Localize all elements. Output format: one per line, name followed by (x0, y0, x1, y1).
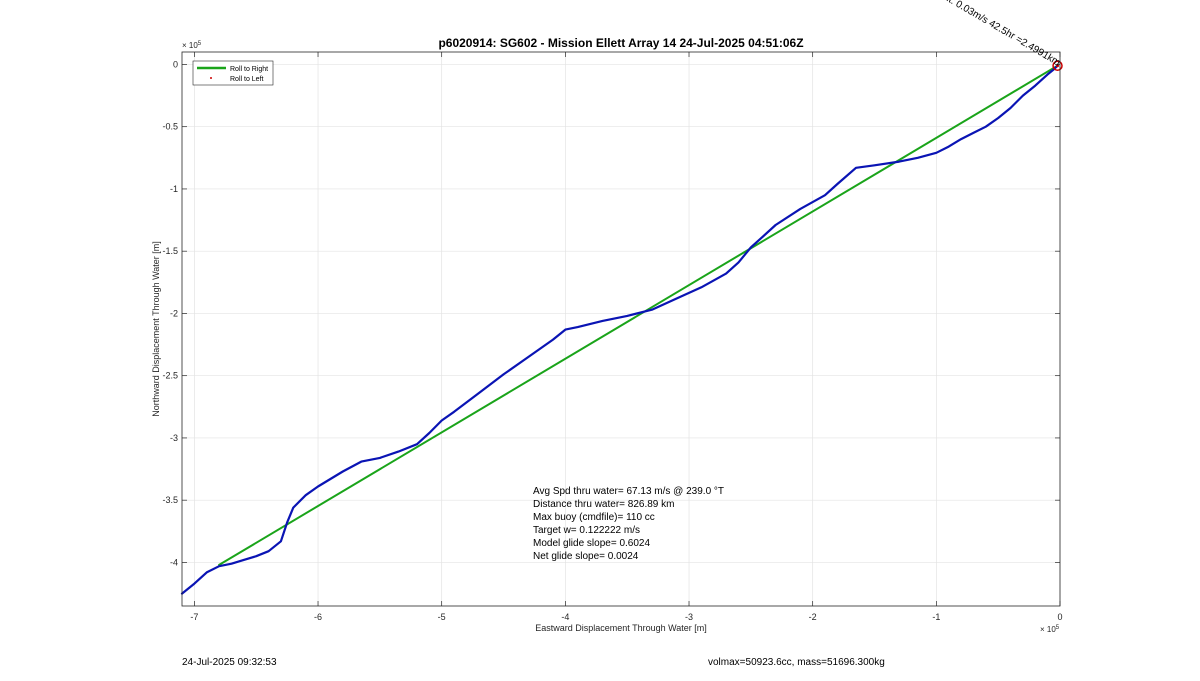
x-tick-label: -4 (561, 612, 569, 622)
heading-line-green (218, 64, 1059, 566)
tick-labels: -7 -6 -5 -4 -3 -2 -1 0 0 -0.5 -1 -1.5 -2 -2.5 -3 -3.5 -4 (162, 52, 1063, 622)
y-tick-label: -3.5 (162, 495, 178, 505)
legend-label-roll-right: Roll to Right (230, 66, 268, 73)
axes-frame (181, 51, 1061, 607)
legend-box (192, 60, 274, 86)
chart-title: p6020914: SG602 - Mission Ellett Array 1… (438, 36, 803, 50)
x-tick-label: -7 (190, 612, 198, 622)
axes-area (182, 52, 1060, 606)
x-exponent-power: 5 (1056, 625, 1060, 631)
annotation-avg-speed: Avg Spd thru water= 67.13 m/s @ 239.0 °T (533, 486, 724, 497)
y-tick-label: -2.5 (162, 371, 178, 381)
annotation-distance: Distance thru water= 826.89 km (533, 499, 674, 510)
footer-volmax-mass: volmax=50923.6cc, mass=51696.300kg (708, 657, 885, 668)
y-exponent-label: × 105 (182, 41, 202, 50)
annotation-max-buoy: Max buoy (cmdfile)= 110 cc (533, 512, 655, 523)
x-tick-label: -6 (314, 612, 322, 622)
footer-timestamp: 24-Jul-2025 09:32:53 (182, 657, 277, 668)
y-tick-label: -0.5 (162, 122, 178, 132)
x-tick-label: -5 (438, 612, 446, 622)
plot-series (180, 60, 1063, 595)
end-marker-dot (1056, 64, 1060, 68)
annotation-target-w: Target w= 0.122222 m/s (533, 525, 640, 536)
y-tick-label: -3 (170, 433, 178, 443)
end-marker-circle (1052, 60, 1063, 71)
legend-swatch-roll-left (210, 77, 212, 79)
y-tick-label: -2 (170, 308, 178, 318)
annotation-model-glide: Model glide slope= 0.6024 (533, 538, 650, 549)
y-tick-label: -1 (170, 184, 178, 194)
x-axis-label: Eastward Displacement Through Water [m] (535, 623, 707, 633)
x-tick-label: -3 (685, 612, 693, 622)
x-tick-label: -1 (932, 612, 940, 622)
y-tick-label: -1.5 (162, 246, 178, 256)
legend-label-roll-left: Roll to Left (230, 76, 264, 83)
legend: Roll to Right Roll to Left (192, 60, 274, 86)
stats-annotations: Avg Spd thru water= 67.13 m/s @ 239.0 °T… (533, 486, 724, 562)
y-tick-label: 0 (173, 59, 178, 69)
y-exponent-power: 5 (198, 41, 202, 47)
y-tick-label: -4 (170, 557, 178, 567)
x-tick-label: 0 (1057, 612, 1062, 622)
y-axis-label: Northward Displacement Through Water [m] (151, 241, 161, 417)
annotation-net-glide: Net glide slope= 0.0024 (533, 551, 639, 562)
x-tick-label: -2 (809, 612, 817, 622)
track-line-blue (180, 64, 1059, 595)
x-exponent-label: × 105 (1040, 625, 1060, 634)
